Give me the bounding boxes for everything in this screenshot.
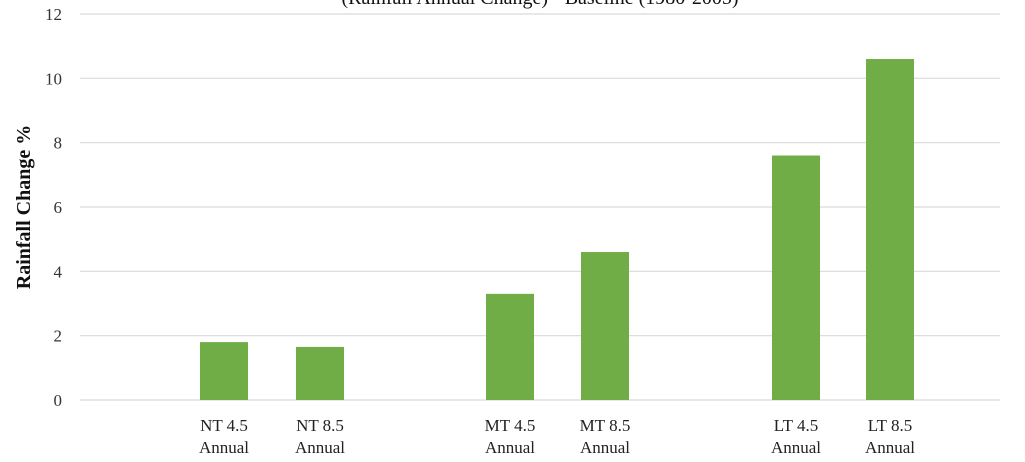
x-category-label: Annual xyxy=(771,438,821,457)
y-tick-label: 8 xyxy=(54,134,63,153)
bar-nt-4-5 xyxy=(200,342,248,400)
bar-mt-4-5 xyxy=(486,293,534,400)
x-category-label: LT 8.5 xyxy=(868,416,912,435)
x-category-label: Annual xyxy=(865,438,915,457)
x-category-label: NT 4.5 xyxy=(200,416,248,435)
x-category-label: MT 4.5 xyxy=(485,416,536,435)
bar-lt-4-5 xyxy=(772,155,820,400)
y-tick-label: 4 xyxy=(54,262,63,281)
bar-nt-8-5 xyxy=(296,346,344,400)
x-category-label: NT 8.5 xyxy=(296,416,344,435)
x-category-label: Annual xyxy=(580,438,630,457)
x-category-label: Annual xyxy=(295,438,345,457)
y-tick-label: 10 xyxy=(45,69,62,88)
y-axis-ticks: 0 2 4 6 8 10 12 xyxy=(45,5,63,410)
y-tick-label: 12 xyxy=(45,5,62,24)
y-tick-label: 6 xyxy=(54,198,63,217)
x-axis-labels: NT 4.5 Annual NT 8.5 Annual MT 4.5 Annual MT 8… xyxy=(199,416,915,457)
bar-lt-8-5 xyxy=(866,59,914,401)
bars xyxy=(200,59,914,401)
x-category-label: MT 8.5 xyxy=(580,416,631,435)
x-category-label: Annual xyxy=(485,438,535,457)
x-category-label: Annual xyxy=(199,438,249,457)
y-tick-label: 0 xyxy=(54,391,63,410)
y-tick-label: 2 xyxy=(54,327,63,346)
bar-mt-8-5 xyxy=(581,252,629,400)
chart-title: (Rainfall Annual Change) - Baseline (198… xyxy=(341,0,738,9)
y-axis-title: Rainfall Change % xyxy=(13,125,35,289)
gridlines xyxy=(80,13,1000,401)
x-category-label: LT 4.5 xyxy=(774,416,818,435)
